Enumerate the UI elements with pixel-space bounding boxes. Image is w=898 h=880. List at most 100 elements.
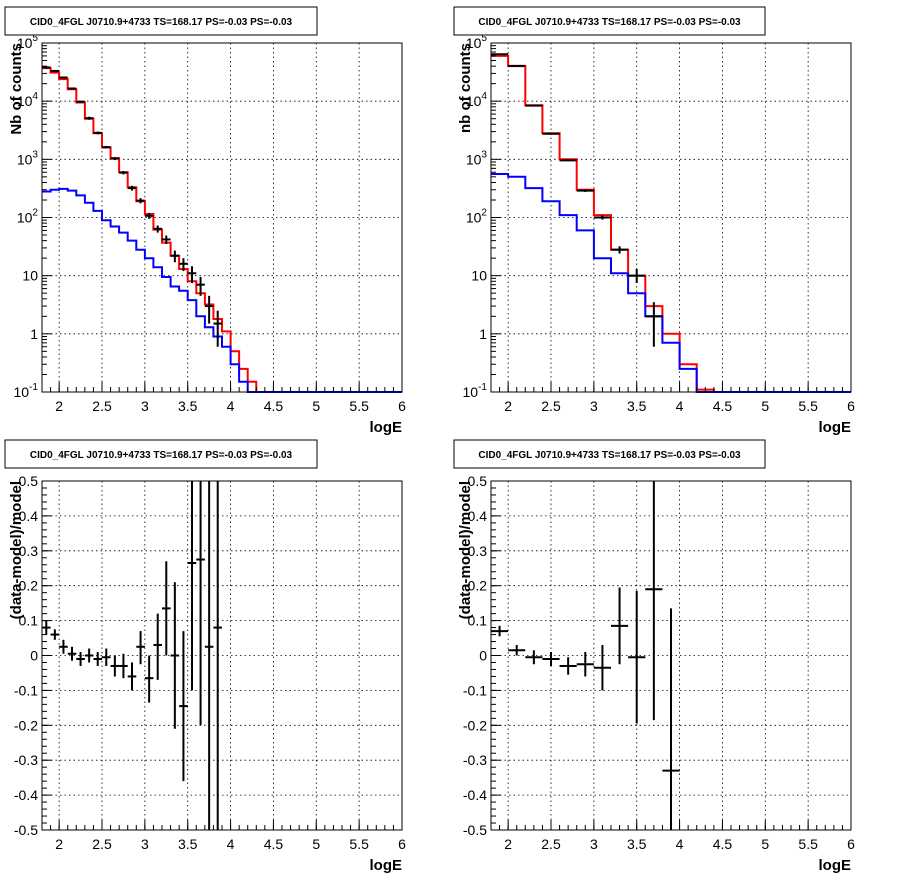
y-tick-label: 0.1: [468, 613, 488, 629]
y-tick-label: 103: [466, 149, 488, 167]
data-point: [144, 655, 154, 703]
data-point: [645, 302, 663, 347]
data-point: [102, 145, 111, 149]
x-tick-label: 2.5: [541, 836, 561, 852]
y-tick-label: -0.5: [14, 822, 38, 838]
y-tick-label: 102: [466, 208, 488, 226]
x-tick-label: 6: [847, 836, 855, 852]
data-points: [491, 481, 680, 830]
plot-panel-2: 2 2.5 3 3.5 4 4.5 5 5.5 6 10-1 1 10 102 103 104 105 logE…: [453, 6, 855, 436]
y-tick-label: 104: [466, 91, 488, 109]
x-tick-label: 3: [590, 836, 598, 852]
data-point: [196, 481, 205, 726]
data-point: [508, 64, 526, 67]
data-point: [542, 132, 560, 135]
x-tick-label: 3: [141, 836, 149, 852]
y-tick-label: -0.2: [14, 717, 38, 733]
data-point: [50, 629, 60, 640]
data-point: [84, 116, 94, 120]
title-box: [453, 439, 766, 469]
x-tick-label: 2.5: [92, 398, 112, 414]
x-tick-label: 4: [676, 398, 684, 414]
y-tick-label: 103: [17, 149, 39, 167]
data-point: [102, 648, 111, 666]
x-tick-label: 5: [761, 836, 769, 852]
data-point: [59, 76, 68, 79]
data-point: [93, 131, 102, 135]
data-point: [76, 652, 85, 666]
x-tick-label: 6: [398, 836, 406, 852]
data-point: [84, 648, 94, 663]
data-point: [127, 185, 137, 191]
data-point: [508, 645, 526, 656]
y-tick-label: 0: [30, 648, 38, 664]
y-tick-label: 0.4: [468, 508, 488, 524]
x-tick-label: 3.5: [627, 398, 647, 414]
data-point: [119, 653, 128, 679]
axis-ticks: [490, 480, 852, 831]
data-point: [136, 198, 145, 204]
data-point: [59, 639, 68, 654]
y-tick-label: 0: [479, 648, 487, 664]
data-points: [42, 66, 222, 347]
x-tick-label: 4.5: [713, 398, 733, 414]
x-tick-label: 2: [55, 398, 63, 414]
x-axis-title: logE: [370, 857, 403, 874]
data-point: [204, 481, 214, 830]
y-tick-label: 104: [17, 91, 39, 109]
x-axis-title: logE: [370, 419, 403, 436]
data-point: [213, 310, 222, 347]
x-tick-label: 2.5: [541, 398, 561, 414]
x-tick-label: 4.5: [713, 836, 733, 852]
title-box: [4, 439, 318, 469]
x-tick-label: 5: [312, 398, 320, 414]
y-tick-label: 10: [22, 268, 38, 284]
title-box: [4, 6, 318, 36]
x-tick-label: 2.5: [92, 836, 112, 852]
y-tick-label: 105: [466, 33, 488, 51]
data-point: [136, 631, 145, 665]
data-point: [67, 646, 77, 661]
data-points: [491, 53, 663, 347]
data-point: [162, 561, 171, 656]
data-point: [110, 655, 120, 677]
data-point: [162, 235, 171, 245]
data-point: [593, 645, 611, 691]
data-point: [491, 625, 509, 637]
data-point: [179, 258, 188, 272]
y-tick-label: 0.1: [19, 613, 39, 629]
y-tick-label: -0.5: [463, 822, 487, 838]
y-axis-title: nb of counts: [457, 43, 474, 133]
data-point: [593, 215, 611, 220]
data-point: [153, 225, 162, 233]
x-tick-label: 5.5: [798, 398, 818, 414]
data-point: [611, 246, 629, 254]
x-tick-label: 2: [504, 398, 512, 414]
x-tick-label: 4: [227, 836, 235, 852]
data-point: [170, 250, 180, 263]
y-axis-title: (data-model)/model: [457, 481, 474, 619]
data-point: [525, 104, 543, 107]
x-tick-label: 3.5: [178, 836, 198, 852]
y-tick-label: 0.3: [19, 543, 39, 559]
data-point: [144, 212, 154, 219]
data-point: [93, 652, 102, 666]
data-point: [76, 100, 85, 103]
x-tick-label: 4: [676, 836, 684, 852]
x-tick-label: 3.5: [627, 836, 647, 852]
x-tick-label: 5: [312, 836, 320, 852]
data-point: [213, 481, 222, 830]
y-tick-label: 0.2: [468, 578, 488, 594]
y-tick-label: 0.3: [468, 543, 488, 559]
y-tick-label: -0.3: [14, 752, 38, 768]
y-axis-title: Nb of counts: [8, 43, 25, 135]
plot-title: CID0_4FGL J0710.9+4733 TS=168.17 PS=-0.0…: [478, 450, 741, 461]
data-point: [110, 157, 120, 161]
data-point: [119, 171, 128, 175]
data-point: [50, 69, 60, 73]
data-point: [153, 613, 162, 680]
plot-panel-4: 2 2.5 3 3.5 4 4.5 5 5.5 6 -0.5 -0.4 -0.3 -0.2 -0.1 0 0.…: [453, 439, 855, 874]
y-tick-label: 0.5: [468, 473, 488, 489]
plot-panel-3: 2 2.5 3 3.5 4 4.5 5 5.5 6 -0.5 -0.4 -0.3 -0.2 -0.1 0 0.…: [4, 439, 406, 874]
